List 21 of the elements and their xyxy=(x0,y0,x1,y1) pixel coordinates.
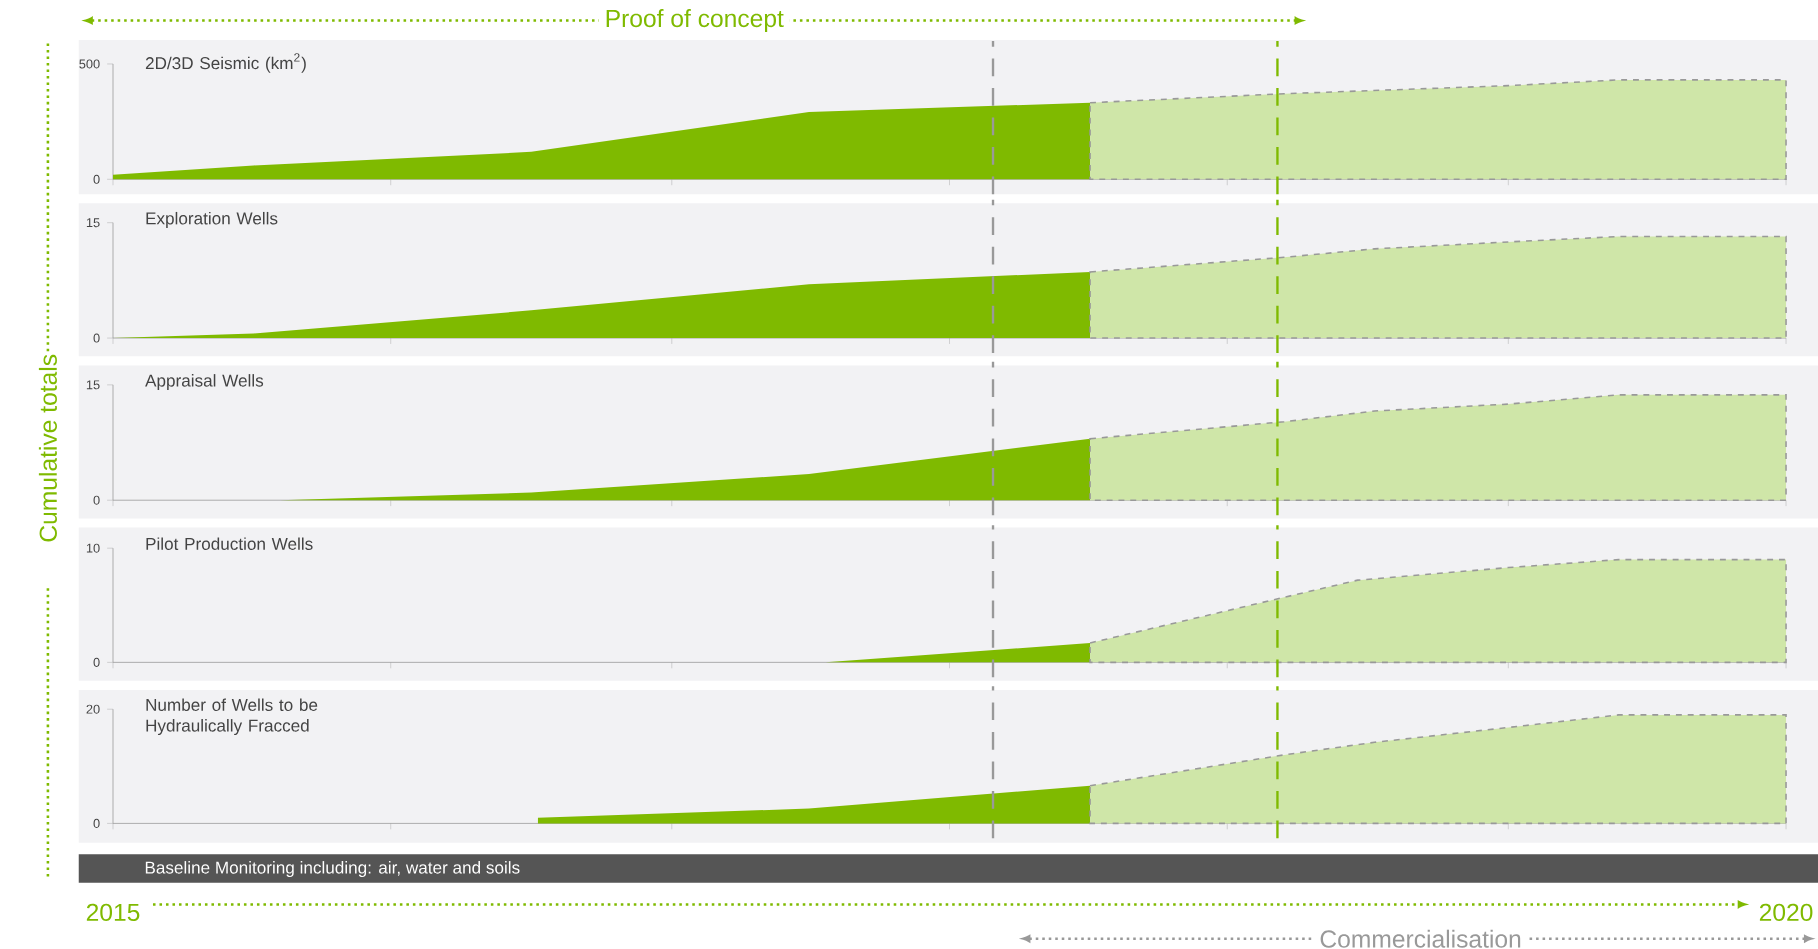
y-tick-label: 10 xyxy=(86,543,100,553)
y-tick-label: 0 xyxy=(93,174,100,184)
chart-title: Number of Wells to be Hydraulically Fracced xyxy=(146,698,318,736)
y-tick-label: 0 xyxy=(93,818,100,828)
text: Proof of concept xyxy=(606,9,784,33)
y-axis-title: Cumulative totals xyxy=(38,354,57,542)
chart-title: Appraisal Wells xyxy=(145,374,264,391)
y-tick-label: 20 xyxy=(86,704,100,714)
text: Commercialisation xyxy=(1320,929,1521,948)
chart-title: Pilot Production Wells xyxy=(146,537,313,550)
x-tick-label: 2020 xyxy=(1759,903,1813,922)
y-tick-label: 15 xyxy=(86,218,100,228)
y-tick-label: 15 xyxy=(86,380,100,390)
text: Baseline Monitoring including: air, water and soils xyxy=(145,861,520,878)
chart-title: Exploration Wells xyxy=(146,211,278,228)
y-tick-label: 0 xyxy=(93,495,100,505)
y-tick-label: 0 xyxy=(93,657,100,667)
y-tick-label: 0 xyxy=(93,333,100,343)
chart-title: 2D/3D Seismic (km$^{2}$) xyxy=(145,53,306,73)
y-tick-label: 500 xyxy=(79,59,100,69)
x-tick-label: 2015 xyxy=(86,903,140,922)
